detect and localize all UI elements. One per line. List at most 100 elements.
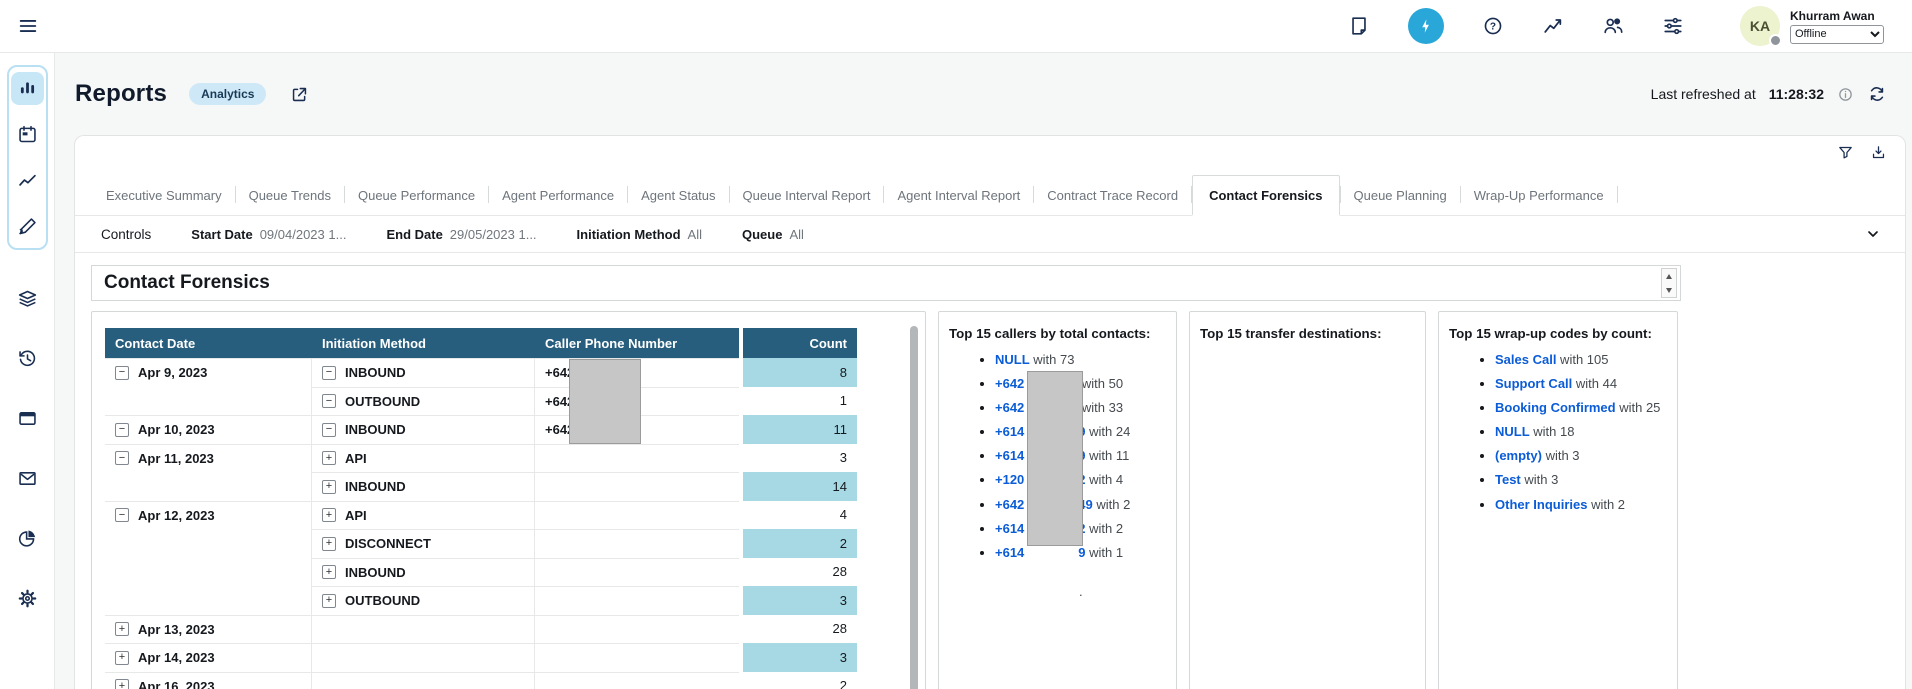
caller-link[interactable]: +642 [995,376,1025,392]
expand-toggle-icon[interactable]: + [115,650,129,665]
tab-agent-interval-report[interactable]: Agent Interval Report [897,188,1021,203]
external-link-icon[interactable] [290,85,309,104]
sidebar-item-email[interactable] [11,462,44,495]
contact-date-value: Apr 16, 2023 [138,678,215,689]
wrapup-link-other-inquiries[interactable]: Other Inquiries [1495,496,1588,512]
expand-toggle-icon[interactable]: + [322,479,336,494]
cell-count: 3 [743,443,857,472]
wrapup-item: Sales Call with 105 [1495,352,1669,368]
tab-queue-planning[interactable]: Queue Planning [1353,188,1447,203]
users-icon[interactable] [1602,15,1624,37]
filter-icon[interactable] [1837,144,1854,161]
avatar[interactable]: KA [1740,6,1782,47]
tab-divider [234,186,236,203]
expand-toggle-icon[interactable]: + [322,536,336,551]
refresh-icon[interactable] [1867,84,1887,104]
expand-toggle-icon[interactable]: + [322,508,336,523]
tab-divider [627,186,629,203]
sidebar-item-line-chart[interactable] [11,164,44,197]
wrapup-link-sales-call[interactable]: Sales Call [1495,352,1557,367]
chevron-down-icon[interactable] [1865,226,1881,245]
collapse-toggle-icon[interactable]: − [115,422,129,437]
control-initiation-method[interactable]: Initiation Method All [577,227,702,242]
tab-wrap-up-performance[interactable]: Wrap-Up Performance [1473,188,1604,203]
download-icon[interactable] [1870,144,1887,161]
cell-contact-date: − Apr 10, 2023 [105,415,312,444]
table-scrollbar[interactable] [910,326,918,689]
cell-contact-date [105,529,312,558]
sidebar-item-bar-chart[interactable] [11,72,44,105]
stepper-down-icon[interactable] [1662,283,1676,297]
notes-icon[interactable] [1348,15,1370,37]
agent-status-select[interactable]: Offline [1790,24,1884,44]
stepper-up-icon[interactable] [1662,269,1676,283]
help-icon[interactable]: ? [1482,15,1504,37]
wrapup-link-null[interactable]: NULL [1495,424,1530,440]
panel-transfer-destinations: Top 15 transfer destinations: [1189,311,1426,689]
collapse-toggle-icon[interactable]: − [322,422,336,437]
expand-toggle-icon[interactable]: + [322,593,336,608]
contact-date-value: Apr 9, 2023 [138,365,208,381]
caller-link[interactable]: NULL [995,352,1030,367]
contact-date-value: Apr 10, 2023 [138,422,215,438]
expand-toggle-icon[interactable]: + [115,622,129,637]
collapse-toggle-icon[interactable]: − [115,508,129,523]
tab-contract-trace-record[interactable]: Contract Trace Record [1047,188,1179,203]
sidebar-item-settings-gear[interactable] [11,582,44,615]
control-queue[interactable]: Queue All [742,227,804,242]
caller-link[interactable]: +642 [995,496,1025,512]
expand-toggle-icon[interactable]: + [322,565,336,580]
caller-link-suffix[interactable]: 9 [1078,544,1086,560]
caller-link[interactable]: +614 [995,544,1025,560]
section-titlebar: Contact Forensics [91,265,1681,301]
cell-initiation-method [312,643,535,672]
metrics-icon[interactable] [1542,15,1564,37]
tab-executive-summary[interactable]: Executive Summary [106,188,222,203]
tab-queue-interval-report[interactable]: Queue Interval Report [742,188,871,203]
tab-queue-performance[interactable]: Queue Performance [357,188,476,203]
caller-link[interactable]: +614 [995,424,1025,440]
wrapup-item: Other Inquiries with 2 [1495,497,1669,513]
control-end-date[interactable]: End Date 29/05/2023 1... [386,227,536,242]
cell-count: 28 [743,557,857,586]
cell-initiation-method: + OUTBOUND [312,586,535,615]
sliders-icon[interactable] [1662,15,1684,37]
tab-agent-performance[interactable]: Agent Performance [502,188,615,203]
tab-contact-forensics[interactable]: Contact Forensics [1192,175,1340,216]
tab-queue-trends[interactable]: Queue Trends [248,188,331,203]
cell-contact-date [105,472,312,501]
wrapup-link-booking-confirmed[interactable]: Booking Confirmed [1495,400,1616,416]
collapse-toggle-icon[interactable]: − [322,394,336,409]
sidebar-item-window[interactable] [11,402,44,435]
sidebar-item-calendar[interactable] [11,118,44,151]
caller-link[interactable]: +614 [995,448,1025,464]
caller-link[interactable]: +120 [995,472,1025,488]
expand-toggle-icon[interactable]: + [115,679,129,689]
info-icon[interactable] [1837,86,1854,103]
wrapup-link-test[interactable]: Test [1495,472,1521,488]
sidebar-item-design-brush[interactable] [11,210,44,243]
tab-divider [1339,186,1341,203]
caller-link[interactable]: +642 [995,400,1025,416]
control-value: 09/04/2023 1... [259,226,347,242]
column-gap [739,415,743,444]
forensics-table-card: Contact Date Initiation Method Caller Ph… [91,311,926,689]
wrapup-link-support-call[interactable]: Support Call [1495,376,1573,392]
bolt-icon[interactable] [1408,8,1444,44]
caller-link[interactable]: +614 [995,520,1025,536]
collapse-toggle-icon[interactable]: − [322,365,336,380]
tab-agent-status[interactable]: Agent Status [641,188,716,203]
sidebar-item-pie-chart[interactable] [11,522,44,555]
control-start-date[interactable]: Start Date 09/04/2023 1... [191,227,346,242]
hamburger-menu-icon[interactable] [17,15,39,37]
cell-contact-date [105,386,312,415]
collapse-toggle-icon[interactable]: − [115,451,129,466]
sidebar-item-layers[interactable] [11,282,44,315]
wrapup-item: (empty) with 3 [1495,448,1669,464]
collapse-toggle-icon[interactable]: − [115,365,129,380]
expand-toggle-icon[interactable]: + [322,451,336,466]
last-refreshed-label: Last refreshed at [1650,86,1756,102]
sidebar-item-history[interactable] [11,342,44,375]
report-card: Executive Summary Queue Trends Queue Perfo… [74,135,1906,689]
wrapup-link-empty[interactable]: (empty) [1495,448,1542,464]
